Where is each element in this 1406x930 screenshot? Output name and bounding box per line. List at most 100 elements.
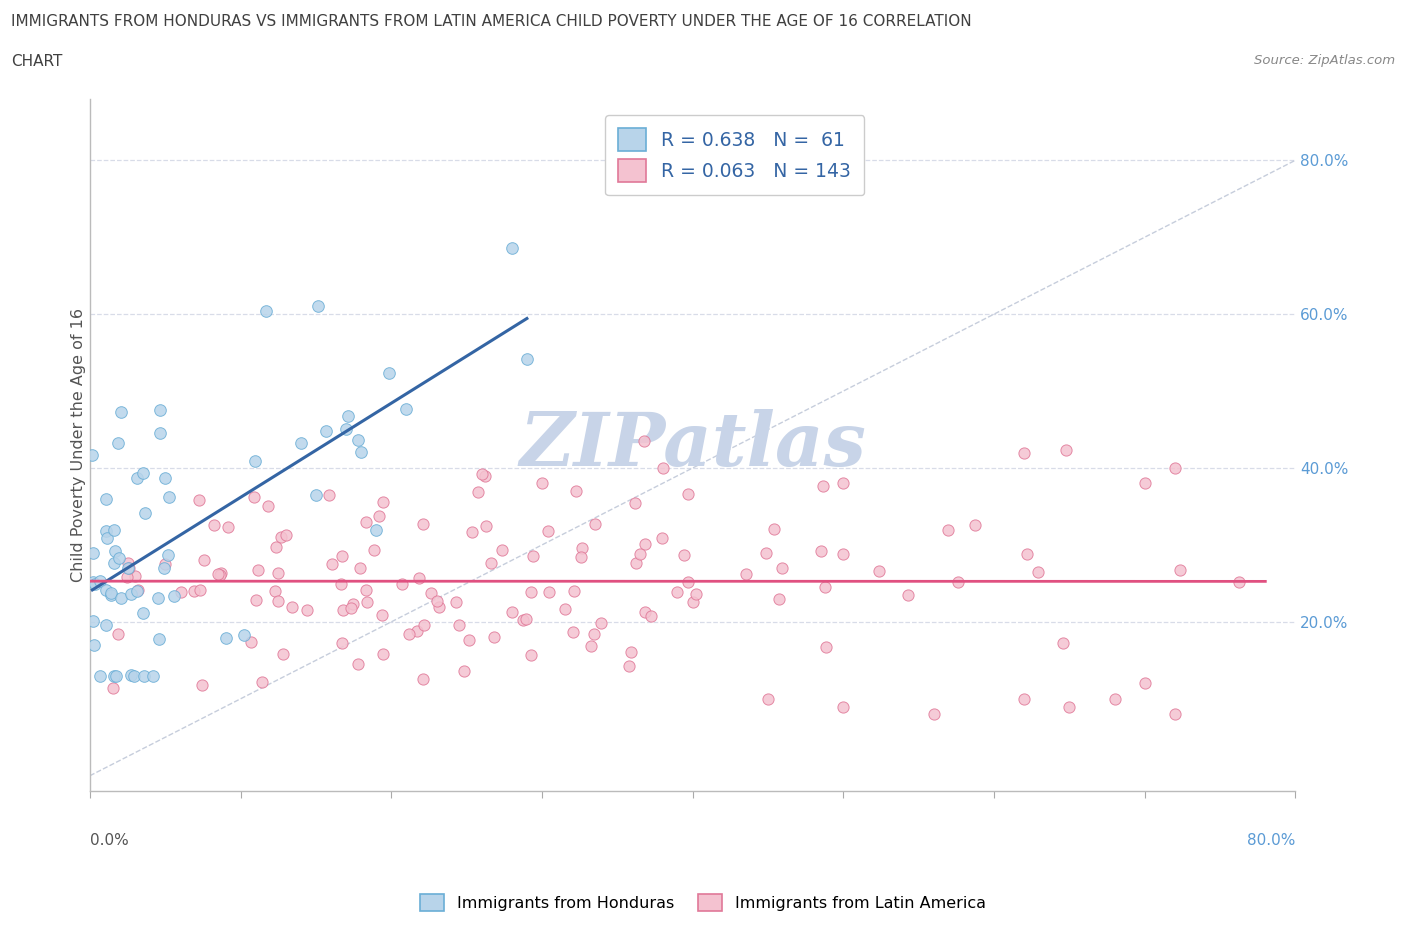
Point xyxy=(1026,565,1049,579)
Text: IMMIGRANTS FROM HONDURAS VS IMMIGRANTS FROM LATIN AMERICA CHILD POVERTY UNDER TH: IMMIGRANTS FROM HONDURAS VS IMMIGRANTS F… xyxy=(11,14,972,29)
Point xyxy=(1164,460,1187,475)
Point xyxy=(371,494,394,509)
Point xyxy=(756,691,779,706)
Point xyxy=(562,584,585,599)
Point xyxy=(295,603,318,618)
Point xyxy=(897,588,920,603)
Point xyxy=(280,599,302,614)
Point xyxy=(467,485,489,499)
Point xyxy=(350,445,373,459)
Point xyxy=(922,707,945,722)
Point xyxy=(936,523,959,538)
Point xyxy=(245,592,267,607)
Point xyxy=(117,561,139,576)
Point xyxy=(1059,699,1081,714)
Point xyxy=(240,634,263,649)
Point xyxy=(582,626,605,641)
Point xyxy=(110,591,132,605)
Point xyxy=(832,476,855,491)
Point xyxy=(157,489,180,504)
Point xyxy=(191,677,214,692)
Point xyxy=(537,524,560,538)
Point xyxy=(354,514,377,529)
Point xyxy=(155,557,177,572)
Point xyxy=(491,542,513,557)
Point xyxy=(103,669,125,684)
Point xyxy=(583,517,606,532)
Point xyxy=(125,471,148,485)
Point xyxy=(122,669,145,684)
Point xyxy=(482,630,505,644)
Point xyxy=(461,525,484,539)
Point xyxy=(763,522,786,537)
Point xyxy=(100,585,122,600)
Point xyxy=(770,561,793,576)
Point xyxy=(356,582,378,597)
Point xyxy=(565,484,588,498)
Point xyxy=(395,402,418,417)
Point xyxy=(620,644,643,659)
Point xyxy=(458,632,481,647)
Point xyxy=(264,539,287,554)
Point xyxy=(1164,707,1187,722)
Point xyxy=(132,669,155,684)
Point xyxy=(685,587,707,602)
Point xyxy=(271,647,294,662)
Point xyxy=(330,636,353,651)
Point xyxy=(569,550,592,565)
Point xyxy=(444,594,467,609)
Point xyxy=(149,426,172,441)
Point xyxy=(479,555,502,570)
Point xyxy=(634,604,657,619)
Point xyxy=(124,568,146,583)
Point xyxy=(193,552,215,567)
Point xyxy=(413,618,436,632)
Point xyxy=(537,585,560,600)
Point xyxy=(624,496,647,511)
Point xyxy=(217,519,239,534)
Point xyxy=(307,299,329,313)
Point xyxy=(735,566,758,581)
Point xyxy=(290,435,312,450)
Point xyxy=(640,608,662,623)
Point xyxy=(215,631,238,645)
Point xyxy=(813,579,835,594)
Point xyxy=(127,583,149,598)
Point xyxy=(515,611,537,626)
Point xyxy=(419,585,441,600)
Point xyxy=(391,577,413,591)
Text: Source: ZipAtlas.com: Source: ZipAtlas.com xyxy=(1254,54,1395,67)
Point xyxy=(82,575,104,590)
Point xyxy=(589,616,612,631)
Point xyxy=(471,467,494,482)
Point xyxy=(868,564,890,578)
Point xyxy=(142,669,165,684)
Point xyxy=(243,489,266,504)
Point xyxy=(305,487,328,502)
Point xyxy=(250,674,273,689)
Point xyxy=(368,509,391,524)
Point xyxy=(579,638,602,653)
Point xyxy=(963,517,986,532)
Point xyxy=(107,551,129,565)
Point xyxy=(832,547,855,562)
Point xyxy=(349,561,371,576)
Point xyxy=(366,523,388,538)
Point xyxy=(83,577,105,591)
Text: 0.0%: 0.0% xyxy=(90,833,128,848)
Point xyxy=(332,603,354,618)
Point xyxy=(321,556,343,571)
Point xyxy=(82,447,104,462)
Point xyxy=(162,589,184,604)
Point xyxy=(342,597,364,612)
Point xyxy=(330,577,353,591)
Point xyxy=(475,519,498,534)
Point xyxy=(96,583,118,598)
Point xyxy=(1054,443,1077,458)
Point xyxy=(634,537,657,551)
Point xyxy=(187,493,209,508)
Point xyxy=(412,517,434,532)
Point xyxy=(633,433,655,448)
Point xyxy=(103,544,125,559)
Point xyxy=(107,436,129,451)
